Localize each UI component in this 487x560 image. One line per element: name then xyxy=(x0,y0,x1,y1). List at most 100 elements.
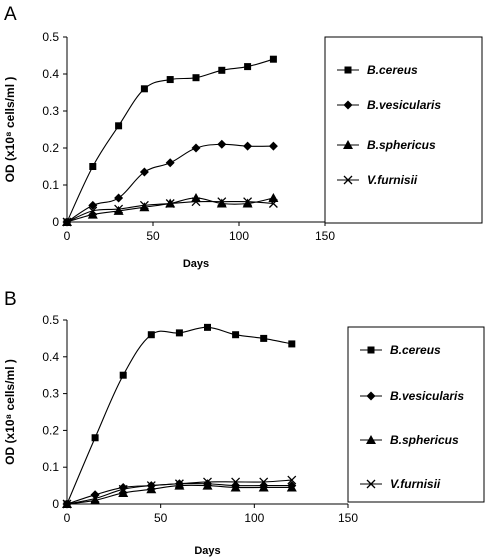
y-tick-label: 0.4 xyxy=(42,67,59,81)
data-point xyxy=(244,63,252,71)
data-point xyxy=(203,477,212,487)
data-point xyxy=(140,85,148,93)
legend: B.cereus B.vesicularis B.sphericus V.furnis… xyxy=(324,36,483,224)
legend-marker xyxy=(343,100,353,110)
legend-label: B.cereus xyxy=(367,63,418,77)
legend-label: B.vesicularis xyxy=(390,389,464,403)
data-point xyxy=(268,192,279,202)
data-point xyxy=(216,198,227,208)
legend-label: B.sphericus xyxy=(390,433,459,447)
legend-label: V.furnisii xyxy=(390,477,441,491)
y-tick-label: 0.5 xyxy=(42,30,59,44)
series-line xyxy=(66,326,292,505)
data-point xyxy=(217,197,227,207)
data-point xyxy=(90,494,100,503)
y-tick-label: 0.5 xyxy=(42,313,59,327)
data-point xyxy=(268,141,278,151)
y-tick-label: 0 xyxy=(52,215,59,229)
y-tick-label: 0.1 xyxy=(42,460,59,474)
legend: B.cereus B.vesicularis B.sphericus V.furnis… xyxy=(347,326,485,503)
data-point xyxy=(90,495,101,505)
y-tick-label: 0.4 xyxy=(42,350,59,364)
legend-marker xyxy=(366,479,376,489)
data-point xyxy=(87,209,98,219)
data-point xyxy=(165,158,175,168)
x-tick-label: 100 xyxy=(229,229,249,243)
data-point xyxy=(288,340,296,348)
data-point xyxy=(139,200,149,210)
data-point xyxy=(243,197,253,207)
data-point xyxy=(115,122,123,130)
x-tick-label: 150 xyxy=(315,229,335,243)
series-line xyxy=(66,58,274,223)
data-point xyxy=(232,331,240,339)
data-point xyxy=(218,66,226,74)
y-axis-label: OD (x10⁸ cells/ml ) xyxy=(3,359,17,465)
legend-label: B.sphericus xyxy=(367,138,436,152)
data-point xyxy=(62,499,72,509)
data-point xyxy=(174,479,184,489)
legend-marker xyxy=(343,175,353,185)
y-tick-label: 0.2 xyxy=(42,141,59,155)
data-point xyxy=(139,202,150,212)
legend-marker xyxy=(343,140,353,149)
data-point xyxy=(204,323,211,331)
x-tick-label: 0 xyxy=(64,511,71,525)
data-point xyxy=(62,217,72,227)
data-point xyxy=(146,481,156,491)
x-axis-label: Days xyxy=(194,545,220,557)
x-tick-label: 100 xyxy=(244,511,264,525)
data-point xyxy=(113,205,124,215)
data-point xyxy=(191,197,201,207)
data-point xyxy=(147,331,155,339)
data-point xyxy=(243,141,253,151)
data-point xyxy=(231,477,241,487)
x-tick-label: 0 xyxy=(64,229,71,243)
data-point xyxy=(269,55,277,63)
data-point xyxy=(118,487,129,497)
legend-marker xyxy=(366,391,376,401)
legend-label: B.vesicularis xyxy=(367,98,441,112)
x-tick-label: 50 xyxy=(146,229,160,243)
legend-label: V.furnisii xyxy=(367,173,418,187)
data-point xyxy=(166,76,174,84)
legend-marker xyxy=(366,435,376,444)
series-b-sphericus xyxy=(62,480,297,508)
legend-marker xyxy=(367,346,375,354)
data-point xyxy=(88,200,98,210)
x-axis-label: Days xyxy=(183,258,209,270)
data-point xyxy=(165,199,175,208)
data-point xyxy=(88,206,98,216)
panel-label: B xyxy=(4,289,17,310)
data-point xyxy=(175,329,183,337)
chart-panel-a: A 0 0.1 0.2 0.3 0.4 0.5 0 50 100 150 Days OD (x10⁸ c… xyxy=(3,4,483,270)
data-point xyxy=(192,74,200,82)
data-point xyxy=(89,163,97,170)
legend-label: B.cereus xyxy=(390,343,441,357)
data-point xyxy=(91,434,99,442)
series-v-furnisii xyxy=(62,197,278,227)
data-point xyxy=(268,199,278,208)
data-point xyxy=(146,484,157,494)
legend-marker xyxy=(344,66,352,74)
data-point xyxy=(287,475,297,485)
data-point xyxy=(230,482,241,492)
data-point xyxy=(174,480,185,490)
data-point xyxy=(191,143,201,153)
data-point xyxy=(286,482,297,492)
data-point xyxy=(242,198,253,208)
y-axis-label: OD (x10⁸ cells/ml ) xyxy=(3,77,17,183)
data-point xyxy=(139,167,149,177)
data-point xyxy=(114,193,124,203)
y-tick-label: 0.3 xyxy=(42,387,59,401)
data-point xyxy=(118,484,128,494)
x-tick-label: 150 xyxy=(338,511,358,525)
data-point xyxy=(260,334,268,342)
data-point xyxy=(202,480,213,490)
series-v-furnisii xyxy=(62,475,297,509)
y-tick-label: 0 xyxy=(52,497,59,511)
data-point xyxy=(119,371,127,379)
legend-box xyxy=(347,326,485,503)
data-point xyxy=(259,477,269,487)
